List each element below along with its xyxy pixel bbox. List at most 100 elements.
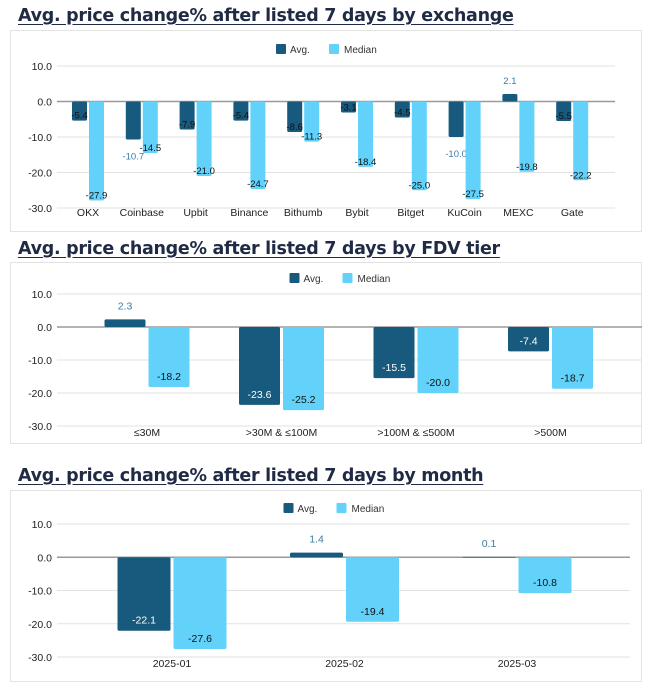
data-label: -7.4	[519, 335, 537, 347]
data-label: -5.4	[71, 111, 87, 122]
bar-median	[573, 101, 589, 181]
chart-2-frame	[10, 262, 642, 444]
bar-avg	[556, 101, 572, 122]
y-tick-label: -10.0	[28, 355, 52, 367]
bar-median	[148, 327, 190, 388]
bar-avg	[341, 101, 356, 113]
data-label: -21.0	[193, 166, 215, 177]
bar-avg	[104, 319, 146, 327]
bar-median	[283, 327, 324, 411]
chart-1-frame	[10, 30, 642, 232]
legend-swatch-avg	[289, 273, 300, 283]
x-tick-label: >500M	[534, 427, 566, 439]
y-tick-label: -30.0	[28, 421, 52, 433]
legend-swatch-avg	[276, 44, 286, 54]
x-tick-label: Bitget	[397, 207, 424, 219]
y-tick-label: -10.0	[28, 132, 52, 144]
x-tick-label: Coinbase	[120, 207, 165, 219]
legend-label-avg: Avg.	[304, 274, 324, 285]
data-label: -7.9	[179, 120, 195, 131]
legend-label-avg: Avg.	[290, 45, 310, 56]
data-label: -27.9	[86, 191, 108, 202]
y-tick-label: 0.0	[37, 97, 52, 109]
y-tick-label: -10.0	[28, 586, 52, 598]
data-label: -14.5	[139, 143, 161, 154]
x-tick-label: Gate	[561, 207, 584, 219]
x-tick-label: 2025-02	[325, 658, 364, 670]
y-tick-label: 10.0	[32, 519, 53, 531]
y-tick-label: 10.0	[32, 61, 53, 73]
chart-3-title: Avg. price change% after listed 7 days b…	[18, 466, 484, 486]
bar-avg	[502, 94, 518, 102]
data-label: -5.4	[233, 111, 249, 122]
data-label: -22.1	[132, 615, 156, 627]
data-label: 0.1	[482, 538, 497, 550]
bar-median	[519, 101, 535, 172]
bar-median	[411, 101, 427, 191]
chart-2-title: Avg. price change% after listed 7 days b…	[18, 239, 500, 259]
data-label: -27.6	[188, 633, 212, 645]
y-tick-label: -30.0	[28, 652, 52, 664]
x-tick-label: Binance	[230, 207, 268, 219]
data-label: -25.2	[292, 394, 316, 406]
y-tick-label: -20.0	[28, 619, 52, 631]
legend-label-median: Median	[344, 45, 377, 56]
bar-median	[304, 101, 320, 142]
bar-avg	[394, 101, 410, 118]
data-label: -22.2	[570, 170, 592, 181]
bar-avg	[125, 101, 141, 140]
data-label: -10.0	[445, 149, 467, 160]
x-tick-label: 2025-03	[498, 658, 537, 670]
bar-median	[196, 101, 212, 177]
data-label: -15.5	[382, 362, 406, 374]
y-tick-label: 10.0	[32, 289, 53, 301]
x-tick-label: Bithumb	[284, 207, 323, 219]
y-tick-label: -30.0	[28, 203, 52, 215]
bar-avg	[508, 327, 549, 352]
data-label: -10.8	[533, 577, 557, 589]
data-label: 2.3	[118, 300, 133, 312]
data-label: -19.4	[361, 606, 385, 618]
data-label: -10.7	[122, 151, 144, 162]
y-tick-label: 0.0	[37, 322, 52, 334]
bar-median	[552, 327, 593, 389]
bar-median	[250, 101, 266, 190]
y-tick-label: -20.0	[28, 388, 52, 400]
bar-avg	[462, 556, 516, 558]
data-label: -5.5	[556, 111, 572, 122]
x-tick-label: ≤30M	[134, 427, 160, 439]
bar-median	[89, 101, 104, 201]
data-label: -18.7	[561, 373, 585, 385]
bar-avg	[287, 101, 303, 133]
data-label: -4.5	[394, 107, 410, 118]
x-tick-label: >100M & ≤500M	[377, 427, 454, 439]
data-label: -3.1	[340, 103, 356, 114]
bar-median	[346, 557, 399, 622]
x-tick-label: Upbit	[183, 207, 208, 219]
chart-1-title: Avg. price change% after listed 7 days b…	[18, 6, 514, 26]
y-tick-label: 0.0	[37, 552, 52, 564]
bar-avg	[117, 557, 171, 631]
x-tick-label: Bybit	[345, 207, 368, 219]
data-label: -25.0	[408, 180, 430, 191]
legend-swatch-median	[342, 273, 353, 283]
bar-avg	[448, 101, 464, 137]
data-label: -8.6	[287, 122, 303, 133]
x-tick-label: MEXC	[503, 207, 534, 219]
data-label: -18.2	[157, 371, 181, 383]
legend-swatch-median	[336, 503, 347, 513]
legend-swatch-median	[329, 44, 339, 54]
bar-median	[173, 557, 227, 650]
bar-median	[518, 557, 572, 594]
data-label: -24.7	[247, 179, 269, 190]
data-label: -18.4	[355, 157, 377, 168]
data-label: -11.3	[301, 132, 322, 143]
legend-label-avg: Avg.	[298, 504, 318, 515]
bar-avg	[373, 327, 415, 379]
data-label: -23.6	[248, 389, 272, 401]
bar-avg	[290, 552, 343, 558]
data-label: 1.4	[309, 534, 324, 546]
legend-swatch-avg	[283, 503, 294, 513]
bar-avg	[239, 327, 280, 405]
